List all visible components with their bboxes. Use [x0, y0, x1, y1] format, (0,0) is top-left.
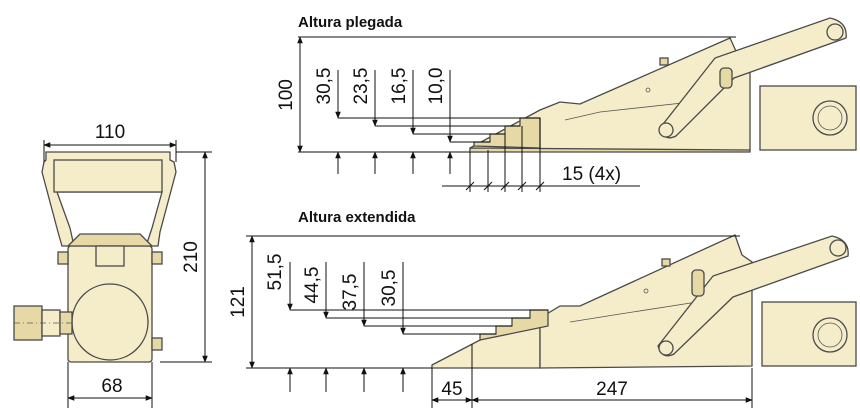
extended-step-label-2: 44,5 — [302, 267, 323, 304]
front-handle-bar — [53, 159, 163, 193]
folded-steps — [473, 117, 541, 149]
extended-handle-pin — [658, 340, 674, 356]
extended-handle-pin-top — [829, 239, 847, 257]
folded-handle-pin — [658, 122, 674, 138]
folded-inner-line — [564, 99, 711, 121]
dim-100-label: 100 — [276, 79, 297, 111]
folded-step-label-3: 16,5 — [389, 68, 410, 105]
dim-247-label: 247 — [596, 379, 628, 400]
front-view: 110 210 68 — [13, 122, 212, 408]
extended-step-label-4: 30,5 — [379, 270, 400, 307]
pitch-label: 15 (4x) — [562, 164, 621, 185]
folded-slot — [719, 67, 733, 89]
extended-pump-port-inner — [817, 322, 843, 348]
front-knob — [95, 245, 125, 267]
extended-detail-tab — [661, 258, 671, 267]
folded-pump-port-inner — [817, 105, 843, 131]
extended-view: Altura extendida 121 51,5 — [228, 209, 857, 408]
title-extended: Altura extendida — [298, 209, 416, 226]
front-body-top — [66, 233, 154, 247]
front-bolt-right-low — [151, 337, 163, 351]
folded-step-label-2: 23,5 — [351, 68, 372, 105]
extended-step-label-1: 51,5 — [265, 254, 286, 291]
dim-68-label: 68 — [101, 376, 122, 397]
extended-step-label-3: 37,5 — [340, 274, 361, 311]
extended-slot — [691, 269, 705, 297]
folded-detail-hole — [645, 87, 651, 93]
extended-detail-hole — [643, 288, 649, 294]
folded-step-label-1: 30,5 — [314, 68, 335, 105]
folded-detail-tab — [659, 57, 669, 66]
dim-45-label: 45 — [441, 379, 462, 400]
front-pump-cylinder — [71, 283, 149, 361]
dim-210-label: 210 — [181, 241, 202, 273]
dim-110-label: 110 — [95, 122, 125, 143]
pitch-ticks — [465, 181, 545, 191]
folded-view: Altura plegada 100 30,5 — [276, 14, 857, 192]
dim-121-label: 121 — [228, 286, 249, 318]
title-folded: Altura plegada — [298, 14, 403, 31]
folded-step-label-4: 10,0 — [426, 68, 447, 105]
front-bolt-left — [57, 251, 69, 265]
folded-handle-pin-top — [826, 23, 844, 41]
extended-inner-line — [569, 299, 711, 323]
front-bolt-right — [151, 251, 163, 265]
